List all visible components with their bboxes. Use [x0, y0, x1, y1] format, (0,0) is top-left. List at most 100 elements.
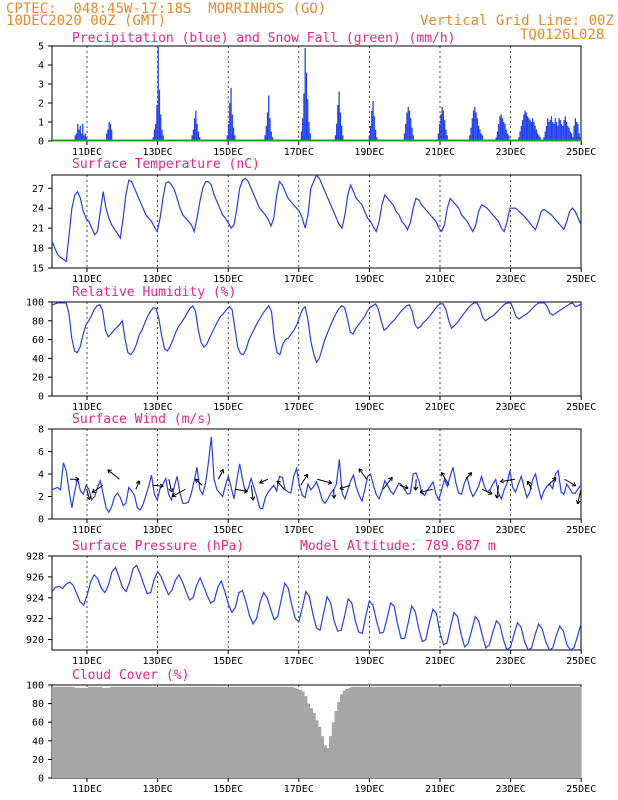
precip-bar	[231, 114, 233, 141]
precip-bar	[157, 46, 159, 141]
precip-bar	[80, 133, 83, 141]
wind-arrow-head	[276, 480, 282, 485]
wind-arrow-head	[331, 494, 337, 499]
cloud-bar	[193, 686, 197, 778]
precip-bar	[499, 116, 501, 141]
precip-bar	[445, 129, 447, 141]
wind-arrow-head	[171, 492, 177, 498]
precip-bar	[373, 116, 375, 141]
x-tick-label: 25DEC	[566, 274, 596, 285]
cloud-bar	[442, 686, 446, 778]
cloud-bar	[171, 686, 175, 778]
panel-title: Precipitation (blue) and Snow Fall (gree…	[72, 31, 456, 46]
wind-arrow-head	[250, 496, 256, 501]
x-tick-label: 13DEC	[143, 147, 173, 158]
cloud-bar	[201, 686, 205, 778]
precip-bar	[508, 135, 510, 141]
cloud-bar	[384, 686, 388, 778]
cloud-bar	[115, 686, 120, 778]
precip-bar	[496, 131, 499, 141]
cloud-bar	[395, 686, 399, 778]
header-datetime: 10DEC2020 00Z (GMT)	[6, 13, 167, 29]
cloud-bar	[439, 686, 444, 778]
cloud-bar	[514, 686, 518, 778]
precip-bar	[544, 131, 546, 141]
cloud-bar	[63, 686, 67, 778]
precip-bar	[371, 110, 373, 141]
cloud-bar	[425, 686, 430, 778]
cloud-bar	[470, 686, 474, 778]
precip-bar	[77, 123, 79, 141]
precip-bar	[557, 125, 559, 141]
x-tick-label: 19DEC	[354, 525, 384, 536]
cloud-bar	[461, 686, 466, 778]
x-tick-label: 17DEC	[284, 147, 314, 158]
y-tick-label: 920	[26, 635, 44, 646]
cloud-bar	[243, 686, 247, 778]
cloud-bar	[176, 686, 181, 778]
wind-arrow-head	[327, 479, 333, 485]
y-tick-label: 0	[38, 392, 44, 403]
precip-bar	[106, 133, 108, 141]
wind-arrow-head	[526, 480, 532, 486]
x-tick-label: 21DEC	[425, 274, 455, 285]
cloud-bar	[456, 686, 460, 778]
y-tick-label: 2	[38, 492, 44, 503]
precip-bar	[500, 114, 502, 141]
precip-bar	[368, 135, 370, 141]
cloud-bar	[74, 687, 78, 778]
cloud-bar	[315, 720, 319, 778]
cloud-bar	[281, 686, 286, 778]
x-tick-label: 19DEC	[354, 656, 384, 667]
wind-arrow	[465, 472, 473, 480]
cloud-bar	[558, 686, 563, 778]
cloud-bar	[464, 686, 469, 778]
y-tick-label: 15	[32, 264, 44, 275]
cloud-bar	[359, 686, 363, 778]
wind-arrow	[135, 480, 140, 490]
cloud-bar	[287, 686, 291, 778]
precip-bar	[529, 120, 531, 141]
cloud-bar	[237, 686, 241, 778]
cloud-bar	[198, 686, 203, 778]
cloud-bar	[232, 686, 236, 778]
precip-bar	[337, 104, 339, 141]
cloud-bar	[254, 686, 258, 778]
cloud-bar	[553, 686, 557, 778]
precip-bar	[577, 123, 579, 141]
cloud-bar	[428, 686, 433, 778]
cloud-bar	[212, 686, 217, 778]
cloud-bar	[107, 687, 111, 778]
precip-bar	[530, 122, 532, 141]
precip-bar	[501, 118, 504, 141]
wind-arrow	[276, 480, 285, 490]
precip-bar	[270, 131, 272, 141]
x-tick-label: 17DEC	[284, 525, 314, 536]
y-tick-label: 926	[26, 572, 44, 583]
cloud-bar	[448, 686, 452, 778]
x-tick-label: 15DEC	[213, 525, 243, 536]
cloud-bar	[229, 686, 233, 778]
cloud-bar	[417, 686, 421, 778]
x-tick-label: 15DEC	[213, 402, 243, 413]
cloud-bar	[173, 686, 178, 778]
precip-bar	[565, 122, 568, 141]
wind-arrow-head	[159, 483, 164, 489]
y-tick-label: 60	[32, 718, 44, 729]
precip-bar	[538, 135, 540, 141]
precip-bar	[83, 135, 85, 141]
wind-arrow-head	[358, 468, 363, 473]
cloud-bar	[547, 686, 552, 778]
cloud-bar	[398, 686, 402, 778]
cloud-bar	[497, 686, 502, 778]
precip-bar	[304, 47, 306, 141]
header-grid-note: Vertical Grid Line: 00Z	[420, 13, 614, 29]
wind-arrow	[300, 473, 309, 486]
wind-arrow	[399, 484, 409, 489]
precip-bar	[519, 131, 521, 141]
cloud-bar	[65, 686, 70, 778]
cloud-bar	[340, 694, 344, 778]
precip-bar	[268, 95, 270, 141]
cloud-bar	[459, 686, 463, 778]
cloud-bar	[353, 686, 358, 778]
